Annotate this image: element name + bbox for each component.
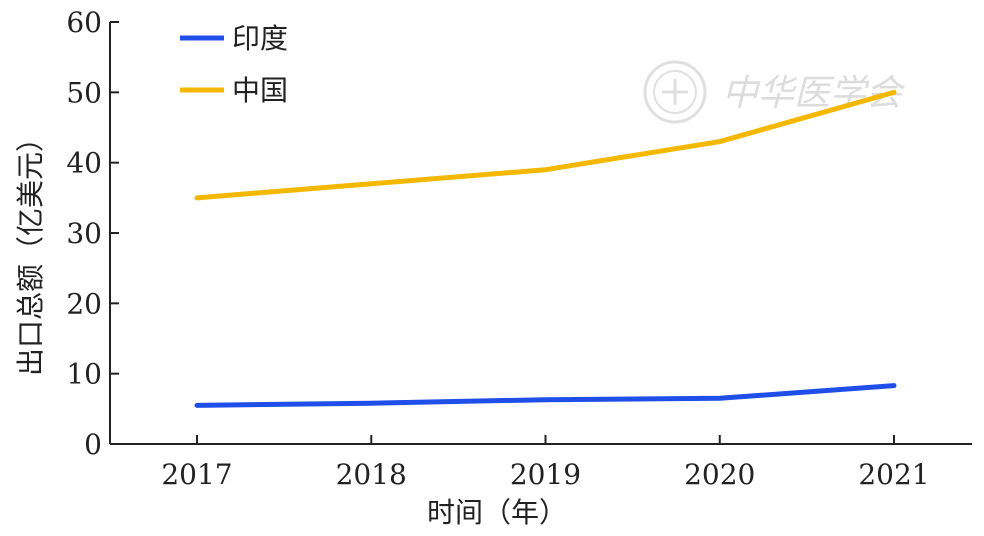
legend: 印度 中国: [180, 22, 288, 107]
y-tick-label: 30: [66, 217, 102, 250]
y-axis-title: 出口总额（亿美元）: [14, 124, 47, 376]
x-ticks: 2017 2018 2019 2020 2021: [161, 435, 930, 491]
y-ticks: 0 10 20 30 40 50 60: [66, 6, 119, 461]
x-tick-label: 2018: [336, 458, 407, 491]
series-lines: [194, 89, 897, 408]
legend-label-china: 中国: [232, 74, 288, 107]
y-tick-label: 60: [66, 6, 102, 39]
legend-item-china: 中国: [180, 74, 288, 107]
watermark-seal-icon: [643, 60, 707, 124]
y-tick-label: 40: [66, 147, 102, 180]
series-line-china: [194, 89, 897, 201]
y-tick-label: 0: [84, 428, 102, 461]
x-axis-title: 时间（年）: [427, 496, 567, 529]
y-tick-label: 20: [66, 287, 102, 320]
x-tick-label: 2021: [858, 458, 929, 491]
x-tick-label: 2017: [161, 458, 232, 491]
series-line-india: [194, 383, 897, 408]
y-tick-label: 10: [66, 358, 102, 391]
legend-item-india: 印度: [180, 22, 288, 55]
y-tick-label: 50: [66, 76, 102, 109]
legend-label-india: 印度: [232, 22, 288, 55]
x-tick-label: 2020: [684, 458, 755, 491]
watermark-text: 中华医学会: [722, 73, 906, 114]
x-tick-label: 2019: [510, 458, 581, 491]
watermark: 中华医学会: [643, 60, 906, 124]
